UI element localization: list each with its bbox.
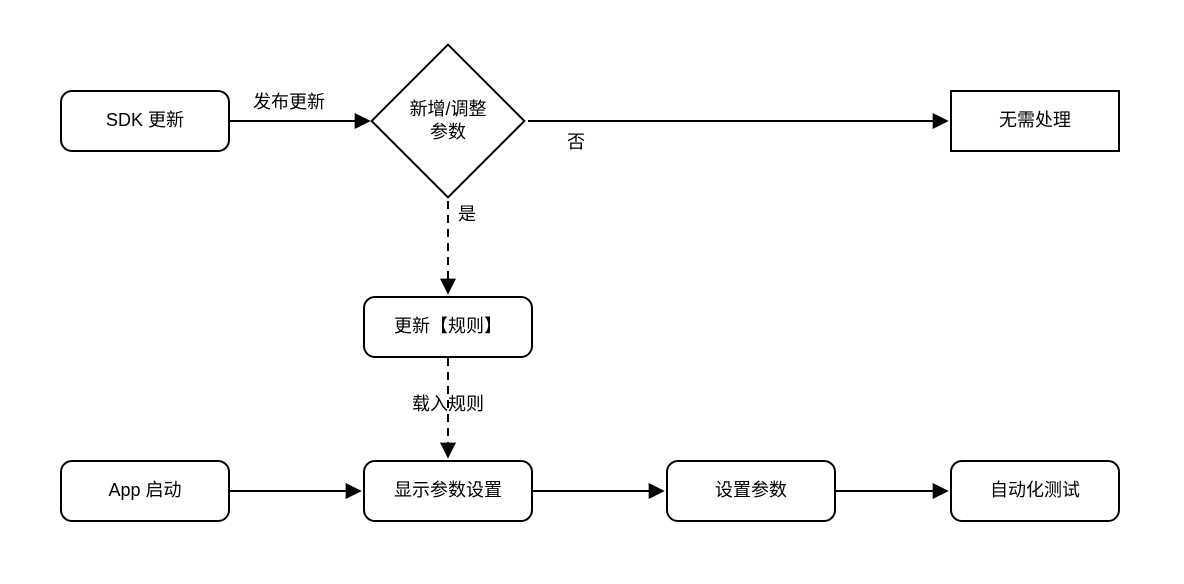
edge-label-load-rule: 载入规则: [412, 390, 484, 416]
node-label: SDK 更新: [106, 109, 184, 132]
node-no-action: 无需处理: [950, 90, 1120, 152]
edge-label-no: 否: [567, 128, 585, 154]
flowchart-canvas: SDK 更新 新增/调整 参数 无需处理 更新【规则】 App 启动 显示参数设…: [0, 0, 1184, 584]
node-label: 更新【规则】: [394, 315, 502, 338]
node-sdk-update: SDK 更新: [60, 90, 230, 152]
node-label: App 启动: [108, 479, 181, 502]
node-label: 新增/调整 参数: [393, 66, 503, 176]
node-decision: 新增/调整 参数: [393, 66, 503, 176]
node-label: 显示参数设置: [394, 479, 502, 502]
node-app-start: App 启动: [60, 460, 230, 522]
node-label: 自动化测试: [990, 479, 1080, 502]
node-auto-test: 自动化测试: [950, 460, 1120, 522]
edge-label-publish-update: 发布更新: [253, 88, 325, 114]
node-show-params: 显示参数设置: [363, 460, 533, 522]
node-update-rule: 更新【规则】: [363, 296, 533, 358]
node-label: 无需处理: [999, 109, 1071, 132]
node-set-params: 设置参数: [666, 460, 836, 522]
node-label: 设置参数: [715, 479, 787, 502]
edge-label-yes: 是: [458, 200, 476, 226]
